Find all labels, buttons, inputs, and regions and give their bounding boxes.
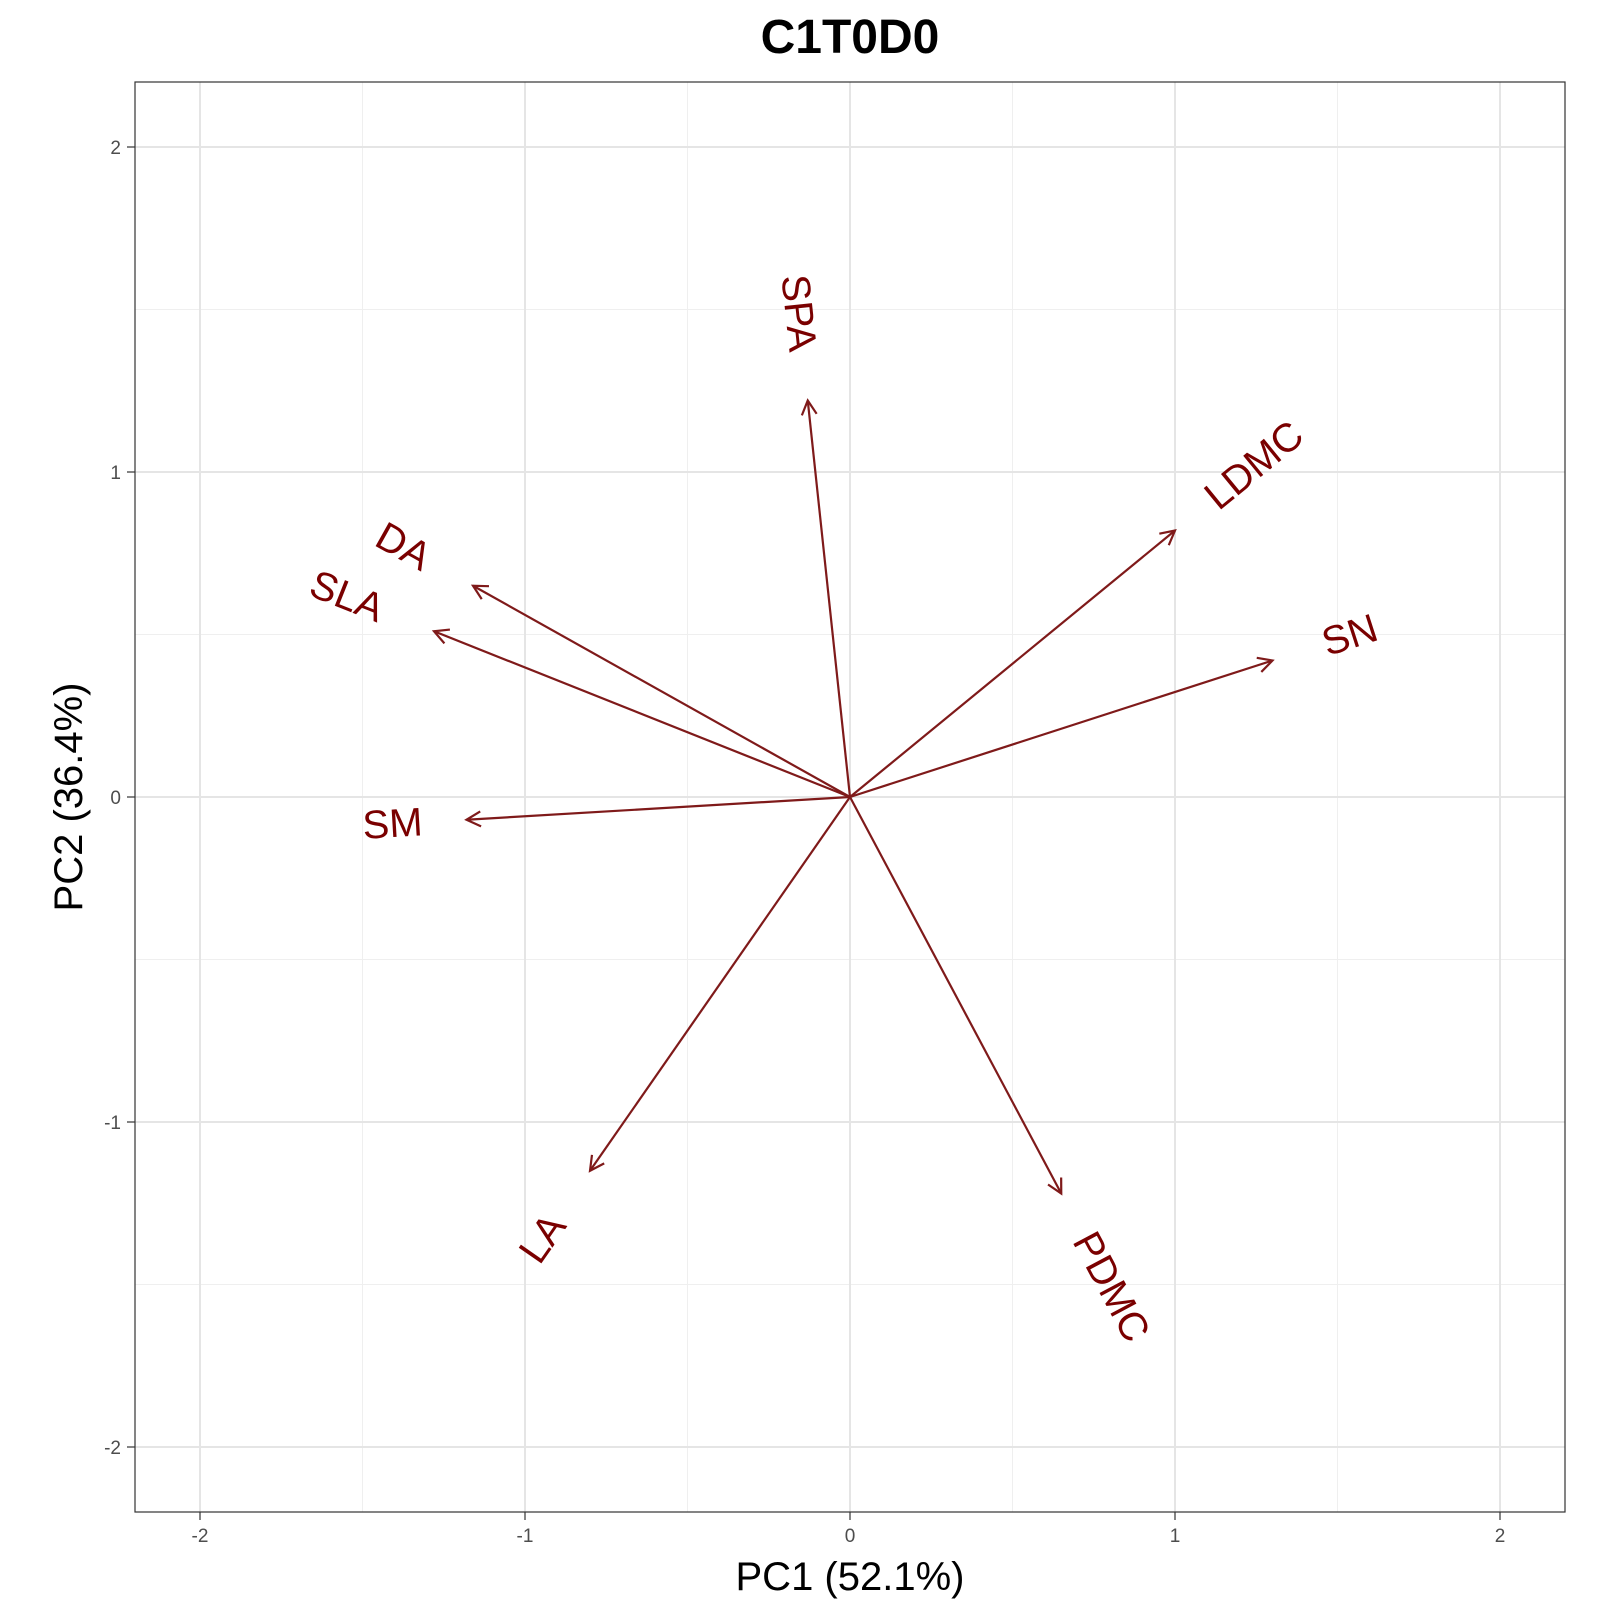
x-axis-title: PC1 (52.1%)	[736, 1555, 965, 1599]
arrowhead-ldmc	[1159, 528, 1177, 546]
y-tick-label: -1	[104, 1113, 121, 1134]
vector-da	[472, 584, 851, 798]
vector-sn	[849, 659, 1273, 799]
x-tick-label: -1	[517, 1526, 534, 1547]
vector-ldmc	[849, 529, 1176, 798]
x-tick-label: -2	[192, 1526, 209, 1547]
arrowhead-la	[588, 1154, 605, 1173]
arrowhead-sla	[431, 628, 451, 645]
y-tick-label: -2	[104, 1438, 121, 1459]
y-tick-label: 2	[110, 138, 121, 159]
y-tick-label: 1	[110, 463, 121, 484]
arrowhead-sm	[464, 810, 482, 828]
vector-sla	[433, 630, 851, 799]
arrowhead-sn	[1256, 656, 1275, 673]
y-axis-title: PC2 (36.4%)	[47, 683, 91, 912]
x-tick-label: 1	[1170, 1526, 1181, 1547]
vector-spa	[806, 400, 852, 798]
vector-label-spa: SPA	[772, 272, 824, 354]
arrowhead-pdmc	[1047, 1177, 1063, 1196]
vector-label-sm: SM	[361, 800, 424, 847]
vector-la	[589, 796, 851, 1172]
x-tick-label: 2	[1495, 1526, 1506, 1547]
vector-pdmc	[849, 796, 1063, 1195]
arrowhead-da	[470, 584, 490, 600]
loading-vectors	[431, 398, 1275, 1196]
chart-title: C1T0D0	[761, 11, 940, 64]
vector-sm	[466, 795, 851, 821]
axis-ticks: -2 -1 0 1 2 -2 -1 0 1 2	[104, 138, 1505, 1547]
x-tick-label: 0	[845, 1526, 856, 1547]
y-tick-label: 0	[110, 788, 121, 809]
arrowhead-spa	[800, 398, 818, 416]
